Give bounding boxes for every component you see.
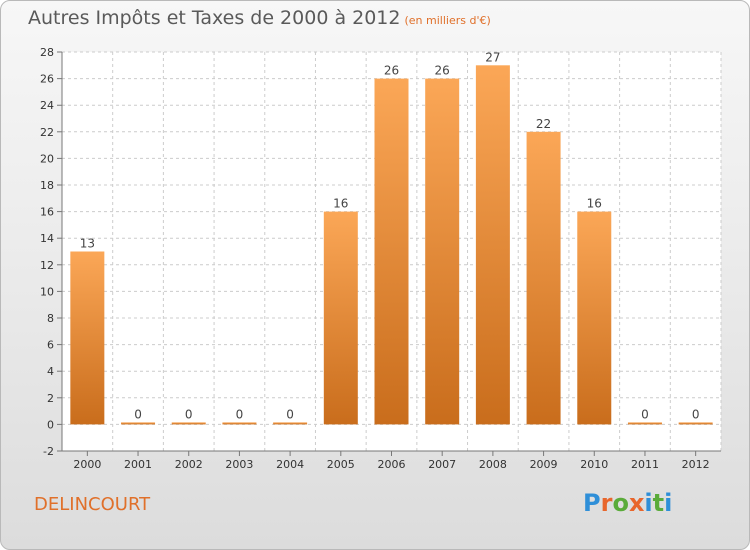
y-tick-label: 18 [40, 179, 54, 192]
bar-value-label: 0 [134, 407, 142, 421]
chart-title-text: Autres Impôts et Taxes de 2000 à 2012 [28, 7, 401, 29]
bar [577, 211, 612, 425]
y-tick-label: 12 [40, 259, 54, 272]
x-tick-label: 2001 [124, 458, 152, 471]
logo-letter: i [664, 489, 673, 517]
bar [678, 422, 713, 425]
chart-subtitle: (en milliers d'€) [404, 14, 491, 27]
logo-letter: o [612, 489, 629, 517]
bar [374, 78, 409, 425]
y-tick-label: 22 [40, 126, 54, 139]
bar-value-label: 16 [333, 197, 348, 211]
x-tick-label: 2004 [276, 458, 304, 471]
y-tick-label: 6 [47, 339, 54, 352]
commune-name: DELINCOURT [34, 494, 151, 515]
bar-value-label: 22 [536, 117, 551, 131]
bar [475, 65, 510, 425]
bar-value-label: 0 [692, 407, 700, 421]
bar [222, 422, 257, 425]
bar [425, 78, 460, 425]
x-tick-label: 2002 [175, 458, 203, 471]
bar [273, 422, 308, 425]
bar [70, 251, 105, 425]
y-tick-label: 8 [47, 312, 54, 325]
y-tick-label: 28 [40, 46, 54, 59]
x-tick-label: 2009 [530, 458, 558, 471]
bar-value-label: 16 [587, 197, 602, 211]
bar-value-label: 26 [435, 64, 450, 78]
y-tick-label: 0 [47, 418, 54, 431]
logo-letter: t [652, 489, 665, 517]
bar [121, 422, 156, 425]
x-tick-label: 2008 [479, 458, 507, 471]
x-tick-label: 2011 [631, 458, 659, 471]
y-tick-label: 16 [40, 206, 54, 219]
bar-value-label: 26 [384, 64, 399, 78]
bar [171, 422, 206, 425]
x-tick-label: 2006 [378, 458, 406, 471]
logo-letter: P [583, 489, 601, 517]
bar-value-label: 27 [485, 50, 500, 64]
y-tick-label: 10 [40, 285, 54, 298]
bar-value-label: 0 [236, 407, 244, 421]
y-tick-label: -2 [43, 445, 54, 458]
chart-title: Autres Impôts et Taxes de 2000 à 2012 (en… [28, 7, 491, 29]
y-tick-label: 24 [40, 99, 54, 112]
bar-value-label: 0 [641, 407, 649, 421]
x-tick-label: 2010 [580, 458, 608, 471]
y-tick-label: 14 [40, 232, 54, 245]
y-tick-label: 4 [47, 365, 54, 378]
bar [323, 211, 358, 425]
x-tick-label: 2007 [428, 458, 456, 471]
y-tick-label: 2 [47, 392, 54, 405]
x-tick-label: 2000 [73, 458, 101, 471]
logo-letter: x [628, 489, 645, 517]
logo-letter: r [600, 489, 613, 517]
y-tick-label: 20 [40, 152, 54, 165]
x-tick-label: 2012 [682, 458, 710, 471]
bar-value-label: 13 [80, 237, 95, 251]
bar [627, 422, 662, 425]
bar-value-label: 0 [286, 407, 294, 421]
bar [526, 131, 561, 425]
logo-letter: i [644, 489, 653, 517]
bar-value-label: 0 [185, 407, 193, 421]
y-tick-label: 26 [40, 73, 54, 86]
x-tick-label: 2003 [225, 458, 253, 471]
x-tick-label: 2005 [327, 458, 355, 471]
proxiti-logo: Proxiti [583, 489, 672, 517]
